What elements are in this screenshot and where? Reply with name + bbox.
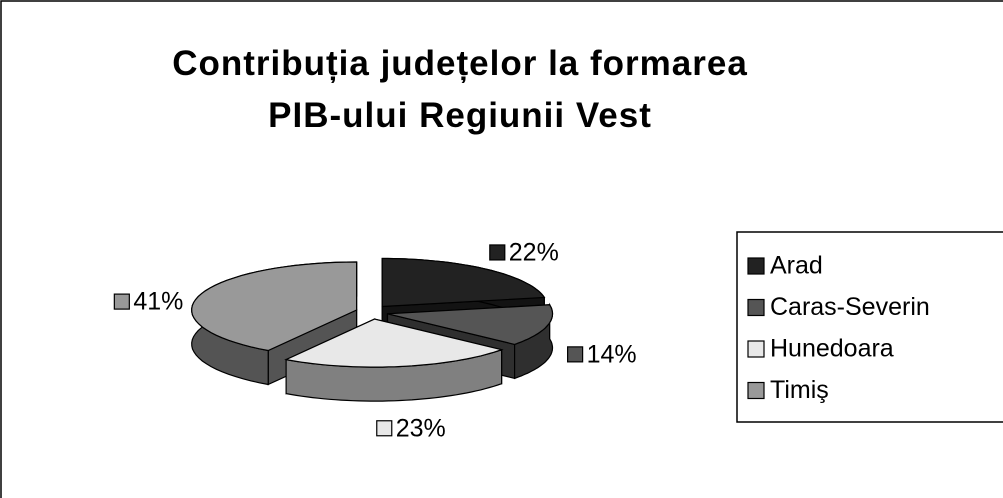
data-label: 22% — [509, 239, 559, 267]
legend-marker — [747, 381, 765, 400]
slice — [387, 304, 554, 346]
legend-marker — [747, 298, 765, 317]
data-label: 14% — [587, 340, 637, 368]
legend-marker — [747, 340, 765, 358]
data-label: 41% — [133, 288, 183, 316]
legend-box — [736, 231, 1003, 423]
chart-title: Contribuția județelor la formarea PIB-ul… — [172, 44, 748, 135]
label-marker — [489, 244, 506, 261]
data-label: 23% — [396, 414, 446, 442]
legend-marker — [747, 257, 765, 275]
legend-label: Timiş — [770, 376, 829, 404]
legend-label: Arad — [770, 252, 823, 280]
legend-label: Hunedoara — [770, 335, 894, 363]
label-marker — [113, 293, 130, 310]
label-marker — [376, 420, 393, 437]
slice — [191, 261, 358, 352]
slice — [284, 318, 504, 368]
label-marker — [567, 346, 584, 363]
slice — [381, 257, 546, 308]
legend-label: Caras-Severin — [770, 293, 930, 321]
